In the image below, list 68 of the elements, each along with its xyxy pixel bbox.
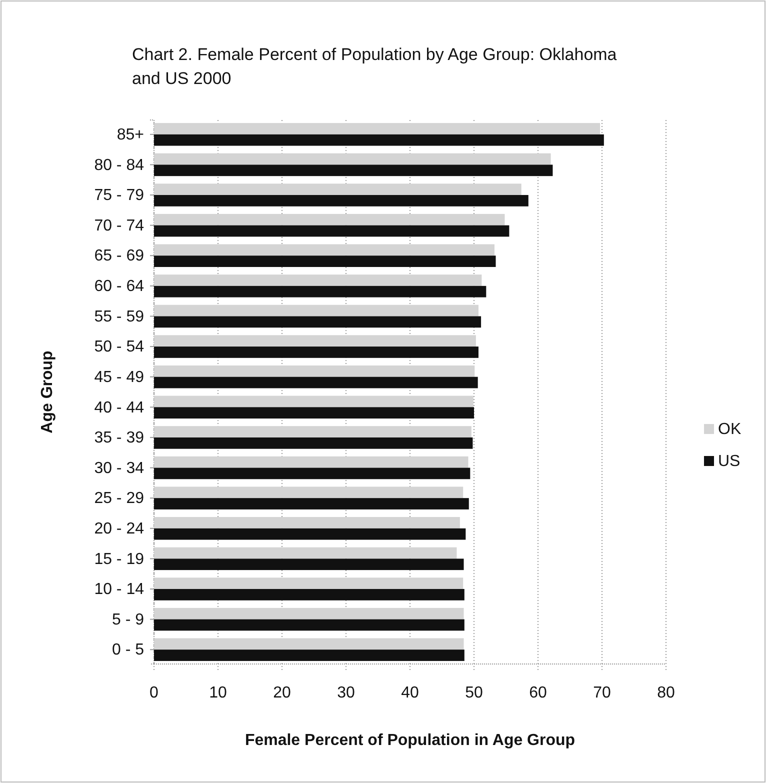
bar — [154, 134, 604, 146]
y-tick-label: 60 - 64 — [94, 278, 144, 296]
bar — [154, 304, 478, 316]
bar — [154, 286, 486, 298]
bar — [154, 195, 528, 206]
bar — [154, 407, 474, 419]
y-tick-label: 20 - 24 — [94, 520, 144, 538]
bar — [154, 244, 494, 256]
bar — [154, 468, 470, 480]
x-tick-label: 70 — [593, 684, 611, 702]
y-tick-label: 35 - 39 — [94, 430, 144, 447]
bar — [154, 214, 505, 226]
bar — [154, 498, 469, 510]
y-axis-title: Age Group — [39, 350, 56, 434]
bar — [154, 437, 473, 449]
bar — [154, 164, 553, 176]
y-tick-label: 45 - 49 — [94, 368, 144, 386]
bar — [154, 316, 482, 328]
y-tick-label: 75 - 79 — [94, 187, 144, 204]
y-tick-label: 80 - 84 — [94, 156, 144, 174]
bar — [154, 558, 464, 570]
bar — [154, 256, 496, 267]
bar — [154, 335, 476, 347]
x-tick-label: 80 — [657, 684, 675, 702]
bar — [154, 608, 464, 620]
bar — [154, 396, 474, 408]
y-tick-label: 30 - 34 — [94, 460, 144, 477]
bar — [154, 528, 466, 540]
y-tick-label: 25 - 29 — [94, 490, 144, 508]
y-tick-label: 85+ — [116, 126, 144, 144]
bar — [154, 650, 464, 661]
y-tick-label: 70 - 74 — [94, 217, 144, 234]
bar — [154, 123, 600, 134]
x-tick-label: 20 — [273, 684, 291, 702]
x-tick-label: 40 — [401, 684, 419, 702]
chart-title: Chart 2. Female Percent of Population by Age Group: Oklahoma and US 2000 — [132, 45, 618, 88]
y-tick-label: 55 - 59 — [94, 308, 144, 326]
x-axis-title: Female Percent of Population in Age Group — [244, 732, 576, 749]
x-tick-label: 10 — [209, 684, 227, 702]
y-tick-label: 15 - 19 — [94, 550, 144, 568]
bar — [154, 486, 464, 498]
legend-label: OK — [718, 421, 742, 438]
y-tick-label: 50 - 54 — [94, 338, 144, 356]
x-tick-label: 60 — [529, 684, 547, 702]
legend-label: US — [718, 453, 740, 470]
bar — [154, 578, 464, 589]
bar — [154, 346, 478, 358]
bar — [154, 184, 522, 196]
bar — [154, 365, 475, 377]
bar — [154, 517, 460, 528]
x-tick-label: 0 — [150, 684, 159, 702]
bar — [154, 547, 457, 559]
y-tick-label: 0 - 5 — [112, 642, 144, 659]
y-tick-label: 65 - 69 — [94, 248, 144, 265]
bar — [154, 588, 464, 600]
y-tick-label: 5 - 9 — [112, 611, 144, 628]
bar — [154, 274, 482, 286]
x-tick-label: 50 — [465, 684, 483, 702]
bar — [154, 153, 551, 165]
y-tick-label: 40 - 44 — [94, 399, 144, 416]
bar — [154, 456, 468, 468]
bar — [154, 619, 464, 631]
bar — [154, 225, 510, 237]
x-tick-label: 30 — [337, 684, 355, 702]
bar — [154, 426, 472, 438]
y-tick-label: 10 - 14 — [94, 581, 144, 598]
bar — [154, 376, 478, 388]
bar — [154, 638, 464, 650]
